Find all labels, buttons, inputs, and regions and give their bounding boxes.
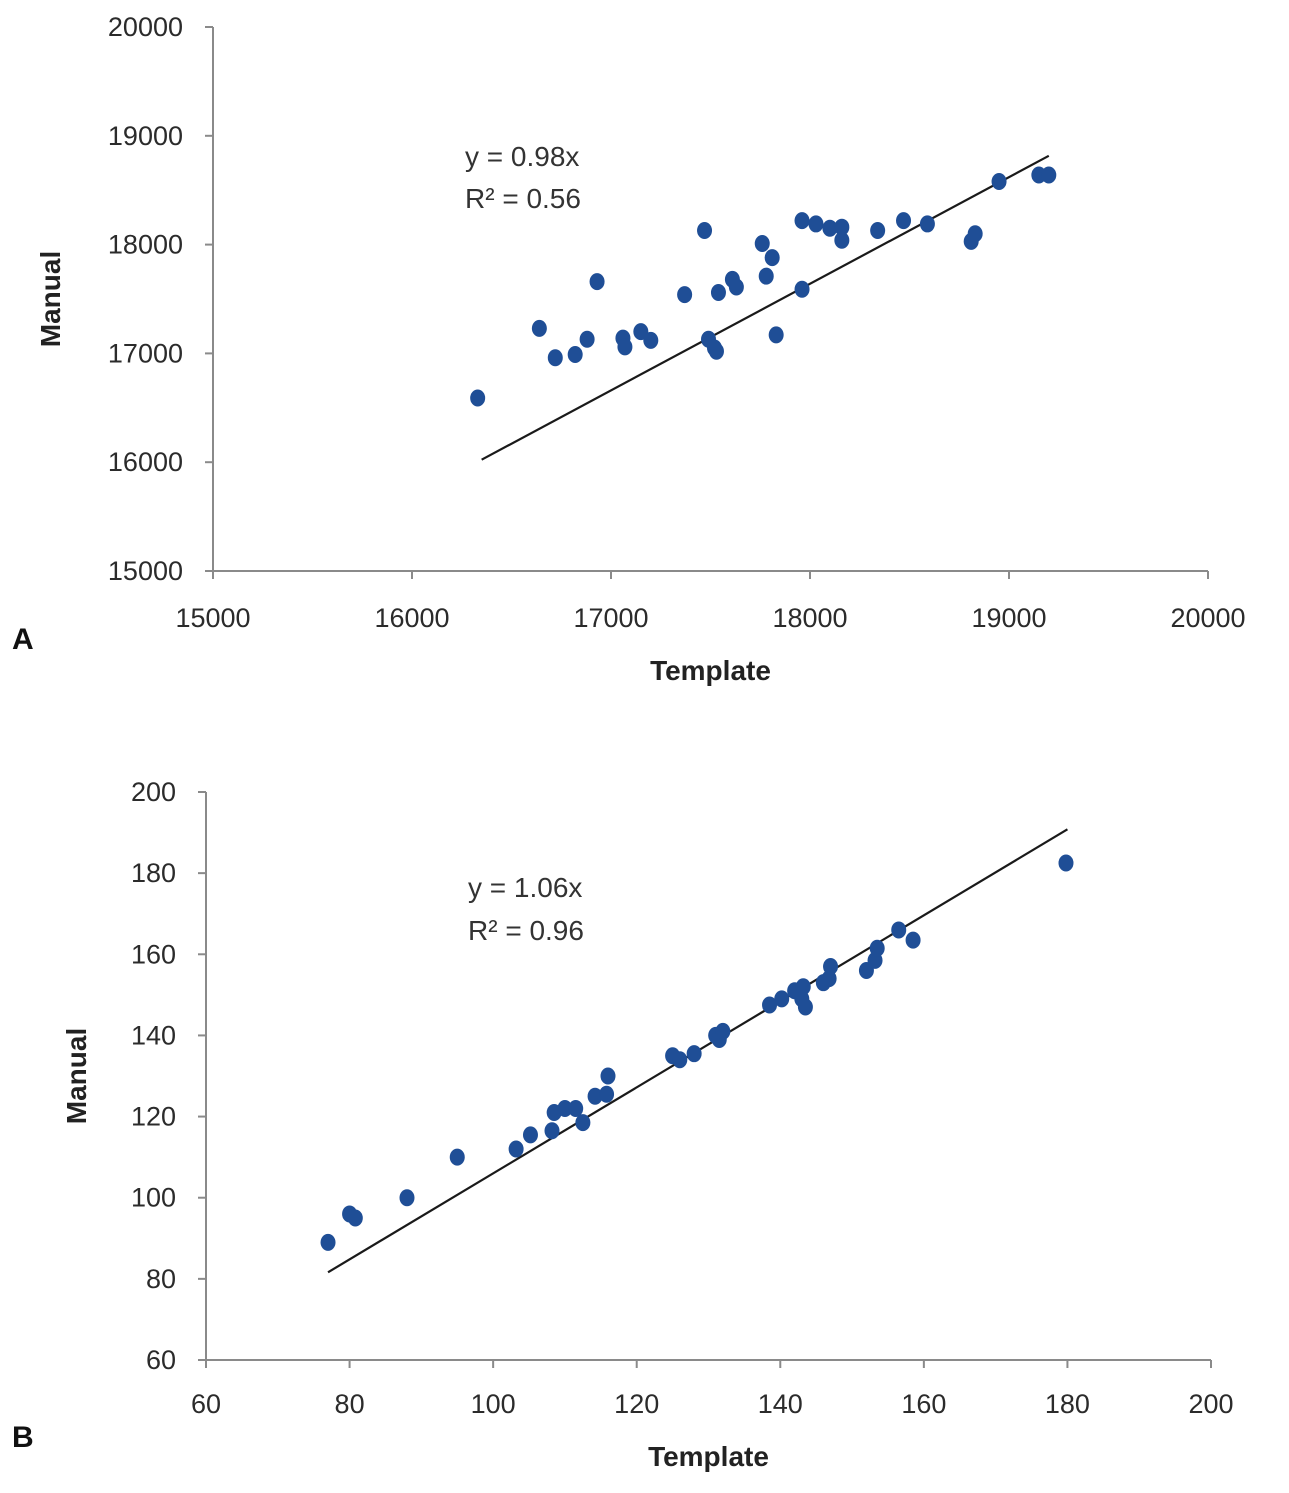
chart-a-data-point (710, 283, 726, 301)
chart-b-data-point (762, 996, 778, 1014)
chart-a-data-point (754, 235, 770, 253)
chart-b-data-point (823, 957, 839, 975)
chart-a-data-point (768, 326, 784, 344)
chart-b-data-point (449, 1148, 465, 1166)
chart-b-data-point (557, 1099, 573, 1117)
chart-a-y-tick-label: 17000 (108, 338, 183, 368)
chart-a-r-squared: R² = 0.56 (465, 183, 581, 214)
chart-a-data-point (567, 345, 583, 363)
chart-a-x-tick-label: 19000 (971, 603, 1046, 633)
chart-b-x-tick-label: 80 (335, 1389, 365, 1419)
chart-a-data-point (991, 172, 1007, 190)
chart-b-data-point (797, 998, 813, 1016)
chart-b-data-point (795, 978, 811, 996)
chart-b-data-point (587, 1087, 603, 1105)
chart-a-y-tick-label: 18000 (108, 230, 183, 260)
chart-a-y-tick-label: 16000 (108, 447, 183, 477)
chart-a-data-point (967, 225, 983, 243)
chart-b-y-tick-label: 140 (131, 1020, 176, 1050)
chart-a-x-tick-label: 20000 (1170, 603, 1245, 633)
chart-b-y-tick-label: 160 (131, 939, 176, 969)
chart-a-equation: y = 0.98x (465, 141, 579, 172)
chart-b-y-tick-label: 80 (146, 1264, 176, 1294)
chart-a-y-tick-label: 20000 (108, 12, 183, 42)
chart-b-data-point (715, 1022, 731, 1040)
chart-b-data-point (399, 1189, 415, 1207)
chart-b-y-tick-label: 180 (131, 858, 176, 888)
chart-a-data-point (708, 342, 724, 360)
chart-a-data-point (794, 280, 810, 298)
chart-a-x-tick-label: 15000 (175, 603, 250, 633)
chart-b-panel-letter: B (12, 1421, 34, 1454)
chart-a-data-point (822, 219, 838, 237)
chart-a-x-axis-title: Template (650, 655, 771, 686)
chart-a-data-point (764, 249, 780, 267)
chart-b-data-point (891, 921, 907, 939)
chart-b-data-point (672, 1051, 688, 1069)
chart-a-y-axis-title: Manual (35, 251, 66, 347)
chart-a-data-point (643, 331, 659, 349)
chart-b-x-tick-label: 100 (471, 1389, 516, 1419)
chart-b-data-point (544, 1122, 560, 1140)
chart-b-data-point (1058, 854, 1074, 872)
chart-b-x-axis-title: Template (648, 1441, 769, 1472)
chart-a-data-point (834, 218, 850, 236)
chart-b-data-point (568, 1099, 584, 1117)
chart-a-y-tick-label: 15000 (108, 556, 183, 586)
chart-a-data-point (579, 330, 595, 348)
chart-b-data-point (686, 1045, 702, 1063)
chart-b-x-tick-label: 200 (1188, 1389, 1233, 1419)
chart-b-x-tick-label: 60 (191, 1389, 221, 1419)
chart-b-data-point (347, 1209, 363, 1227)
chart-a-data-point (617, 338, 633, 356)
chart-b-y-tick-label: 120 (131, 1102, 176, 1132)
chart-a-data-point (547, 349, 563, 367)
chart-a-data-point (1041, 166, 1057, 184)
chart-a-data-point (808, 215, 824, 233)
chart-b-data-point (600, 1067, 616, 1085)
chart-b-data-point (905, 931, 921, 949)
chart-b-x-tick-label: 140 (758, 1389, 803, 1419)
chart-b-equation: y = 1.06x (468, 872, 582, 903)
chart-b-data-point (508, 1140, 524, 1158)
chart-b-data-point (599, 1085, 615, 1103)
chart-a-x-tick-label: 18000 (772, 603, 847, 633)
chart-a-data-point (677, 286, 693, 304)
chart-a-data-point (589, 273, 605, 291)
chart-a-data-point (728, 278, 744, 296)
chart-a-data-point (896, 212, 912, 230)
chart-b-data-point (869, 939, 885, 957)
chart-b-y-tick-label: 60 (146, 1345, 176, 1375)
chart-a-data-point (794, 212, 810, 230)
chart-a-data-point (697, 221, 713, 239)
chart-panel-a: 15000 16000 17000 18000 19000 20000 15000 16000… (12, 12, 1246, 686)
chart-b-data-point (522, 1126, 538, 1144)
chart-a-data-point (870, 221, 886, 239)
chart-b-x-tick-label: 120 (614, 1389, 659, 1419)
chart-b-y-tick-label: 200 (131, 777, 176, 807)
chart-a-panel-letter: A (12, 623, 34, 656)
chart-a-data-point (531, 319, 547, 337)
chart-b-y-tick-label: 100 (131, 1183, 176, 1213)
chart-b-r-squared: R² = 0.96 (468, 915, 584, 946)
chart-panel-b: 60 80 100 120 140 160 180 200 60 80 100 120 140 160 18… (12, 777, 1234, 1472)
chart-a-x-tick-label: 16000 (374, 603, 449, 633)
chart-b-data-point (774, 990, 790, 1008)
chart-a-x-tick-label: 17000 (573, 603, 648, 633)
chart-a-y-tick-label: 19000 (108, 121, 183, 151)
chart-a-data-point (834, 231, 850, 249)
chart-b-data-point (575, 1114, 591, 1132)
chart-a-data-point (758, 267, 774, 285)
chart-a-trendline (481, 154, 1050, 461)
chart-a-data-point (919, 215, 935, 233)
chart-b-x-tick-label: 160 (901, 1389, 946, 1419)
chart-a-data-point (470, 389, 486, 407)
chart-b-data-point (320, 1233, 336, 1251)
chart-b-y-axis-title: Manual (61, 1028, 92, 1124)
chart-b-x-tick-label: 180 (1045, 1389, 1090, 1419)
